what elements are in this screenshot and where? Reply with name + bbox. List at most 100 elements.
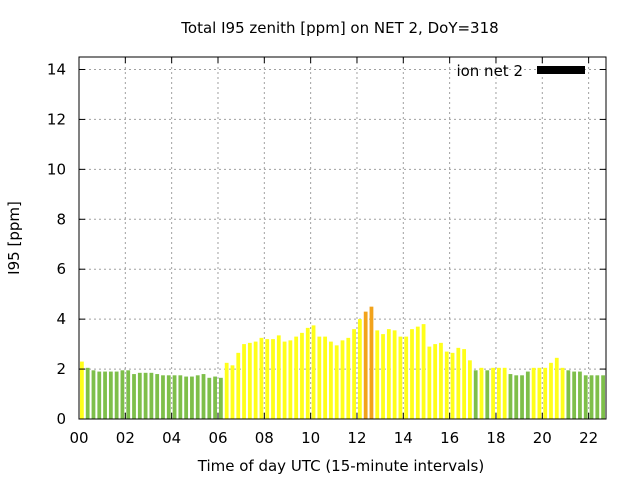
bar — [114, 371, 119, 419]
bar — [601, 375, 605, 419]
x-tick-label: 22 — [579, 429, 598, 447]
bar — [143, 372, 148, 419]
bar — [525, 371, 530, 419]
bar — [514, 375, 519, 419]
bar — [242, 344, 246, 419]
bar — [184, 376, 189, 419]
bar — [410, 329, 414, 419]
bar — [329, 341, 333, 419]
bar — [276, 335, 281, 419]
bar — [137, 372, 142, 419]
bar — [386, 329, 391, 419]
bar — [578, 371, 582, 419]
bar — [172, 375, 177, 419]
bar — [450, 352, 455, 419]
bar — [265, 339, 270, 419]
bar — [178, 375, 183, 419]
bar — [201, 374, 206, 419]
bar — [294, 336, 299, 419]
bar — [595, 375, 600, 419]
bar — [271, 339, 275, 419]
y-tick-label: 2 — [56, 360, 66, 378]
bar — [166, 375, 171, 419]
bar — [444, 351, 449, 419]
x-tick-label: 12 — [347, 429, 366, 447]
x-tick-label: 16 — [440, 429, 459, 447]
bar — [508, 374, 513, 419]
x-tick-label: 20 — [533, 429, 552, 447]
bars — [80, 306, 605, 419]
x-tick-label: 00 — [69, 429, 88, 447]
bar — [126, 370, 131, 419]
bar — [404, 336, 409, 419]
bar — [190, 376, 194, 419]
bar — [381, 334, 385, 419]
bar — [85, 367, 90, 419]
bar — [363, 311, 368, 419]
bar — [224, 362, 229, 419]
x-axis-label: Time of day UTC (15-minute intervals) — [197, 457, 484, 475]
legend-label: ion net 2 — [456, 62, 523, 80]
bar — [282, 341, 287, 419]
bar — [398, 336, 403, 419]
bar — [346, 337, 351, 419]
bar — [317, 336, 322, 419]
x-tick-label: 08 — [255, 429, 274, 447]
bar — [253, 341, 258, 419]
bar — [91, 370, 96, 419]
bar — [560, 367, 565, 419]
bar — [439, 342, 443, 419]
bar — [305, 327, 310, 419]
bar — [496, 367, 501, 419]
y-tick-label: 8 — [56, 210, 66, 228]
bar — [554, 357, 559, 419]
bar — [247, 342, 252, 419]
bar — [456, 347, 461, 419]
bar — [207, 377, 212, 419]
bar — [415, 326, 420, 419]
plot-frame — [78, 56, 607, 420]
x-tick-label: 06 — [208, 429, 227, 447]
bar — [334, 345, 339, 419]
bar — [572, 371, 577, 419]
grid — [79, 57, 606, 419]
bar — [531, 367, 536, 419]
y-tick-label: 10 — [47, 160, 66, 178]
bar — [97, 371, 102, 419]
bar — [195, 375, 200, 419]
bar — [427, 346, 432, 419]
bar — [520, 375, 524, 419]
chart-title: Total I95 zenith [ppm] on NET 2, DoY=318 — [180, 19, 498, 37]
legend: ion net 2 — [456, 62, 585, 80]
bar — [323, 336, 328, 419]
bar — [392, 330, 397, 419]
bar — [161, 375, 165, 419]
bar — [311, 325, 316, 419]
bar — [433, 344, 438, 419]
x-tick-label: 10 — [301, 429, 320, 447]
bar — [132, 374, 136, 419]
bar — [352, 329, 356, 419]
bar — [589, 375, 594, 419]
x-tick-label: 14 — [394, 429, 413, 447]
x-tick-label: 18 — [486, 429, 505, 447]
bar — [300, 332, 304, 419]
x-tick-label: 02 — [116, 429, 135, 447]
bar — [340, 340, 345, 419]
bar — [485, 370, 490, 419]
bar — [103, 371, 107, 419]
bar — [155, 374, 160, 419]
bar — [288, 340, 293, 419]
bar — [549, 362, 553, 419]
bar — [421, 324, 426, 419]
legend-swatch — [537, 66, 585, 74]
bar — [468, 360, 472, 419]
y-tick-label: 6 — [56, 260, 66, 278]
bar — [120, 370, 125, 419]
bar — [236, 352, 241, 419]
bar — [462, 349, 467, 419]
bar — [491, 367, 495, 419]
bar — [149, 372, 154, 419]
